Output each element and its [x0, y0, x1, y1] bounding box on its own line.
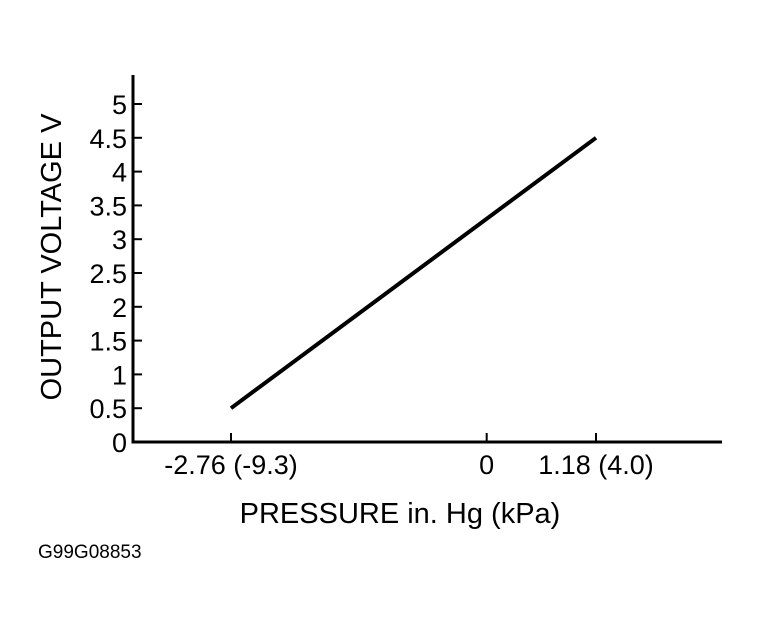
y-tick-label: 2.5: [89, 259, 127, 289]
x-tick-label: 1.18 (4.0): [538, 450, 654, 480]
y-axis-title: OUTPUT VOLTAGE V: [36, 113, 68, 400]
axes: [131, 75, 722, 444]
x-tick-label: -2.76 (-9.3): [164, 450, 298, 480]
y-tick-label: 2: [112, 293, 127, 323]
y-tick-label: 3: [112, 225, 127, 255]
y-tick-label: 5: [112, 90, 127, 120]
y-tick-label: 1: [112, 360, 127, 390]
x-tick-label: 0: [479, 450, 494, 480]
x-axis-title: PRESSURE in. Hg (kPa): [240, 498, 561, 530]
figure-id: G99G08853: [38, 542, 142, 563]
series-line: [229, 136, 598, 410]
y-tick-label: 4: [112, 158, 127, 188]
y-tick-label: 1.5: [89, 327, 127, 357]
x-ticks: -2.76 (-9.3) 0 1.18 (4.0): [164, 433, 654, 480]
series-group: [229, 136, 598, 410]
y-tick-label: 4.5: [89, 124, 127, 154]
y-tick-label: 3.5: [89, 191, 127, 221]
y-ticks: 0 0.5 11.5 2 2.5 3 3.54 4.5 5: [89, 90, 142, 458]
y-tick-label: 0: [112, 428, 127, 458]
y-tick-label: 0.5: [89, 394, 127, 424]
